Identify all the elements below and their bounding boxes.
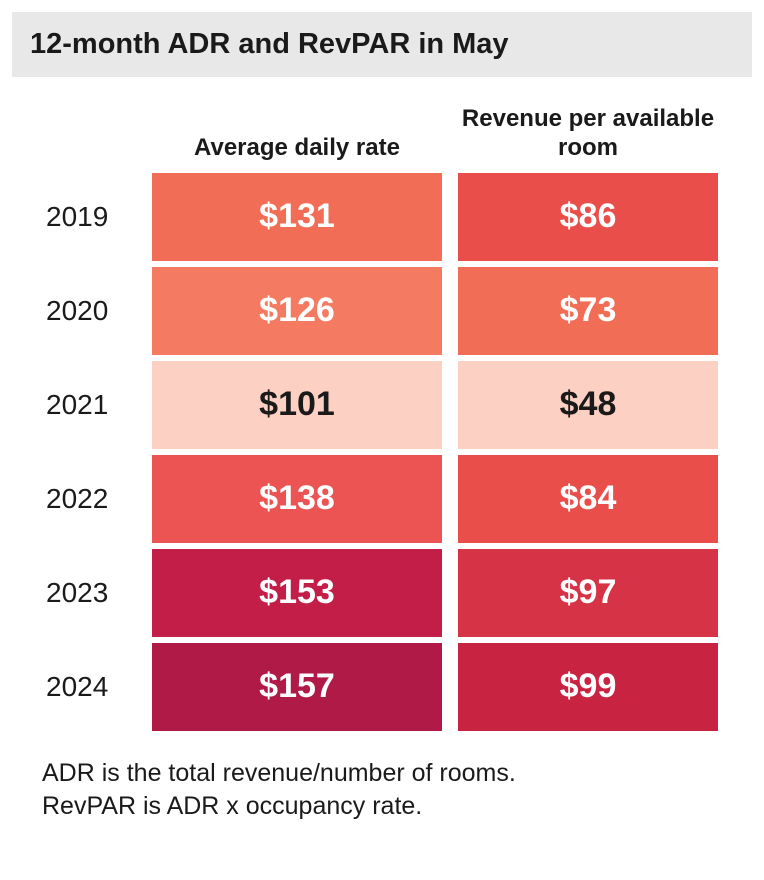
column-header-adr: Average daily rate bbox=[152, 134, 442, 163]
year-label: 2021 bbox=[42, 389, 152, 421]
revpar-cell: $48 bbox=[458, 361, 718, 449]
adr-cell: $153 bbox=[152, 549, 442, 637]
chart-title: 12-month ADR and RevPAR in May bbox=[30, 28, 734, 61]
column-header-revpar: Revenue per available room bbox=[458, 105, 718, 163]
revpar-cell: $99 bbox=[458, 643, 718, 731]
year-label: 2024 bbox=[42, 671, 152, 703]
revpar-cell: $84 bbox=[458, 455, 718, 543]
table-row: 2021 $101 $48 bbox=[42, 361, 722, 449]
year-label: 2022 bbox=[42, 483, 152, 515]
revpar-cell: $73 bbox=[458, 267, 718, 355]
revpar-cell: $97 bbox=[458, 549, 718, 637]
adr-cell: $131 bbox=[152, 173, 442, 261]
adr-cell: $101 bbox=[152, 361, 442, 449]
table-row: 2023 $153 $97 bbox=[42, 549, 722, 637]
adr-cell: $138 bbox=[152, 455, 442, 543]
data-table: Average daily rate Revenue per available… bbox=[12, 105, 752, 731]
adr-cell: $157 bbox=[152, 643, 442, 731]
header-row: Average daily rate Revenue per available… bbox=[42, 105, 722, 163]
year-label: 2019 bbox=[42, 201, 152, 233]
footnote-line-2: RevPAR is ADR x occupancy rate. bbox=[42, 790, 722, 824]
footnote: ADR is the total revenue/number of rooms… bbox=[12, 757, 752, 825]
table-row: 2020 $126 $73 bbox=[42, 267, 722, 355]
year-label: 2023 bbox=[42, 577, 152, 609]
table-row: 2024 $157 $99 bbox=[42, 643, 722, 731]
table-row: 2019 $131 $86 bbox=[42, 173, 722, 261]
footnote-line-1: ADR is the total revenue/number of rooms… bbox=[42, 757, 722, 791]
revpar-cell: $86 bbox=[458, 173, 718, 261]
table-row: 2022 $138 $84 bbox=[42, 455, 722, 543]
adr-cell: $126 bbox=[152, 267, 442, 355]
title-bar: 12-month ADR and RevPAR in May bbox=[12, 12, 752, 77]
year-label: 2020 bbox=[42, 295, 152, 327]
